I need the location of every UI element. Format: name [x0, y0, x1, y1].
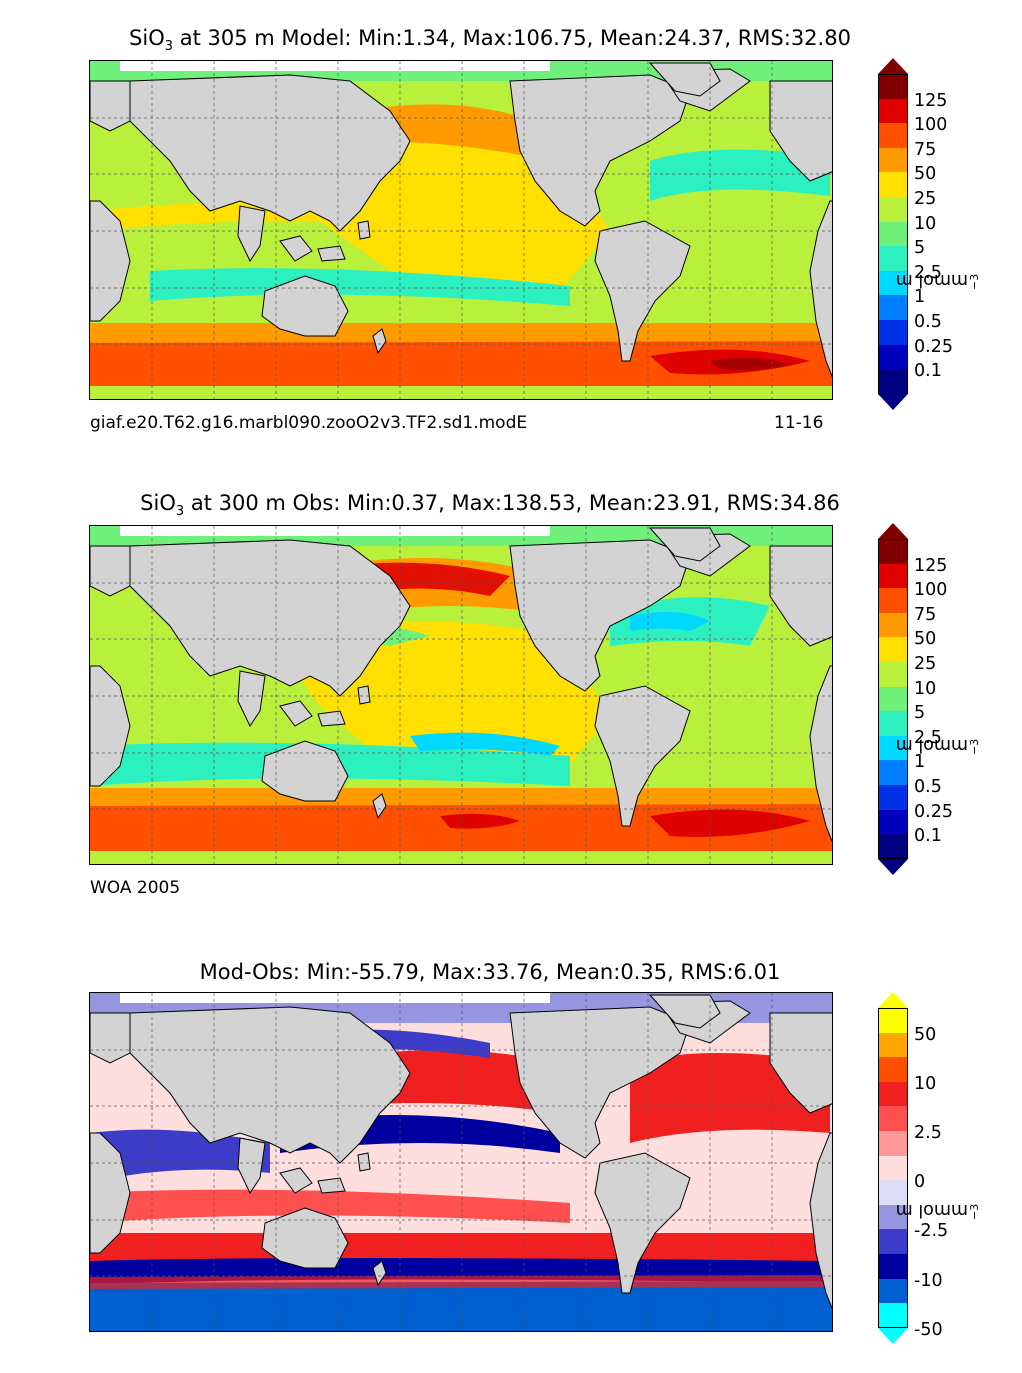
- colorbar-segment: [878, 1155, 908, 1181]
- colorbar-segment: [878, 270, 908, 296]
- colorbar-segment: [878, 1008, 908, 1034]
- colorbar-segment: [878, 172, 908, 198]
- colorbar-tick-label: -10: [914, 1270, 943, 1291]
- colorbar-segment: [878, 74, 908, 100]
- colorbar-segment: [878, 1057, 908, 1083]
- colorbar-segment: [878, 123, 908, 149]
- colorbar-tick-label: 2.5: [914, 1123, 942, 1143]
- colorbar-tick-label: 50: [914, 629, 937, 650]
- colorbar-tick-label: 0.1: [914, 361, 942, 382]
- colorbar-tick-label: 0.25: [914, 801, 953, 822]
- colorbar-over-triangle: [878, 523, 908, 539]
- obs-caption: WOA 2005: [90, 878, 181, 898]
- model-colorbar: [878, 58, 908, 410]
- colorbar-tick-label: 0.5: [914, 777, 942, 797]
- colorbar-tick-label: 100: [914, 115, 948, 136]
- colorbar-tick-label: 5: [914, 238, 926, 259]
- colorbar-segment: [878, 785, 908, 811]
- colorbar-tick-label: 2.5: [914, 727, 942, 748]
- colorbar-tick-label: 75: [914, 604, 937, 625]
- colorbar-segment: [878, 1278, 908, 1304]
- colorbar-segment: [878, 1032, 908, 1058]
- colorbar-segment: [878, 588, 908, 614]
- colorbar-tick-label: 1: [914, 287, 926, 308]
- colorbar-segment: [878, 295, 908, 321]
- colorbar-segment: [878, 1081, 908, 1107]
- colorbar-segment: [878, 197, 908, 223]
- colorbar-tick-label: 25: [914, 189, 937, 209]
- colorbar-segment: [878, 1131, 908, 1157]
- model-date: 11-16: [774, 413, 824, 433]
- colorbar-tick-label: 50: [914, 164, 937, 185]
- colorbar-segment: [878, 147, 908, 173]
- diff-map: [89, 992, 833, 1332]
- colorbar-segment: [878, 369, 908, 395]
- colorbar-tick-label: 2.5: [914, 262, 942, 283]
- colorbar-segment: [878, 760, 908, 786]
- colorbar-tick-label: 0: [914, 1172, 926, 1193]
- colorbar-tick-label: 25: [914, 654, 937, 674]
- colorbar-segment: [878, 320, 908, 346]
- colorbar-tick-label: -2.5: [914, 1221, 949, 1242]
- colorbar-segment: [878, 1254, 908, 1280]
- colorbar-segment: [878, 221, 908, 247]
- obs-panel: SiO3 at 300 m Obs: Min:0.37, Max:138.53,…: [0, 465, 1022, 925]
- colorbar-segment: [878, 1303, 908, 1329]
- colorbar-segment: [878, 344, 908, 370]
- colorbar-segment: [878, 686, 908, 712]
- colorbar-tick-label: 50: [914, 1024, 937, 1045]
- colorbar-segment: [878, 735, 908, 761]
- diff-panel-title: Mod-Obs: Min:-55.79, Max:33.76, Mean:0.3…: [199, 960, 781, 984]
- colorbar-tick-label: 100: [914, 580, 948, 601]
- colorbar-segment: [878, 246, 908, 272]
- diff-panel: Mod-Obs: Min:-55.79, Max:33.76, Mean:0.3…: [0, 930, 1022, 1370]
- model-panel-title: SiO3 at 305 m Model: Min:1.34, Max:106.7…: [129, 26, 851, 55]
- colorbar-segment: [878, 1180, 908, 1206]
- colorbar-segment: [878, 539, 908, 565]
- colorbar-under-triangle: [878, 1327, 908, 1344]
- colorbar-tick-label: 5: [914, 703, 926, 724]
- colorbar-segment: [878, 98, 908, 124]
- colorbar-segment: [878, 809, 908, 835]
- obs-panel-title: SiO3 at 300 m Obs: Min:0.37, Max:138.53,…: [140, 491, 840, 520]
- colorbar-segment: [878, 1204, 908, 1230]
- colorbar-under-triangle: [878, 858, 908, 875]
- colorbar-over-triangle: [878, 58, 908, 74]
- colorbar-segment: [878, 612, 908, 638]
- obs-colorbar: [878, 523, 908, 875]
- colorbar-tick-label: 125: [914, 90, 948, 111]
- colorbar-over-triangle: [878, 992, 908, 1008]
- colorbar-tick-label: 125: [914, 555, 948, 576]
- colorbar-segment: [878, 637, 908, 663]
- colorbar-segment: [878, 834, 908, 860]
- colorbar-tick-label: -50: [914, 1319, 943, 1340]
- model-map: [89, 60, 833, 400]
- obs-map: [89, 525, 833, 865]
- colorbar-segment: [878, 1106, 908, 1132]
- colorbar-tick-label: 0.1: [914, 826, 942, 847]
- colorbar-segment: [878, 1229, 908, 1255]
- colorbar-under-triangle: [878, 393, 908, 410]
- model-caption: giaf.e20.T62.g16.marbl090.zooO2v3.TF2.sd…: [90, 413, 528, 433]
- colorbar-tick-label: 75: [914, 139, 937, 160]
- colorbar-tick-label: 10: [914, 213, 937, 234]
- colorbar-tick-label: 10: [914, 1073, 937, 1094]
- model-panel: SiO3 at 305 m Model: Min:1.34, Max:106.7…: [0, 0, 1022, 460]
- colorbar-tick-label: 10: [914, 678, 937, 699]
- colorbar-segment: [878, 662, 908, 688]
- colorbar-tick-label: 1: [914, 752, 926, 773]
- colorbar-tick-label: 0.25: [914, 336, 953, 357]
- diff-colorbar: [878, 992, 908, 1344]
- colorbar-segment: [878, 563, 908, 589]
- colorbar-segment: [878, 711, 908, 737]
- colorbar-tick-label: 0.5: [914, 312, 942, 332]
